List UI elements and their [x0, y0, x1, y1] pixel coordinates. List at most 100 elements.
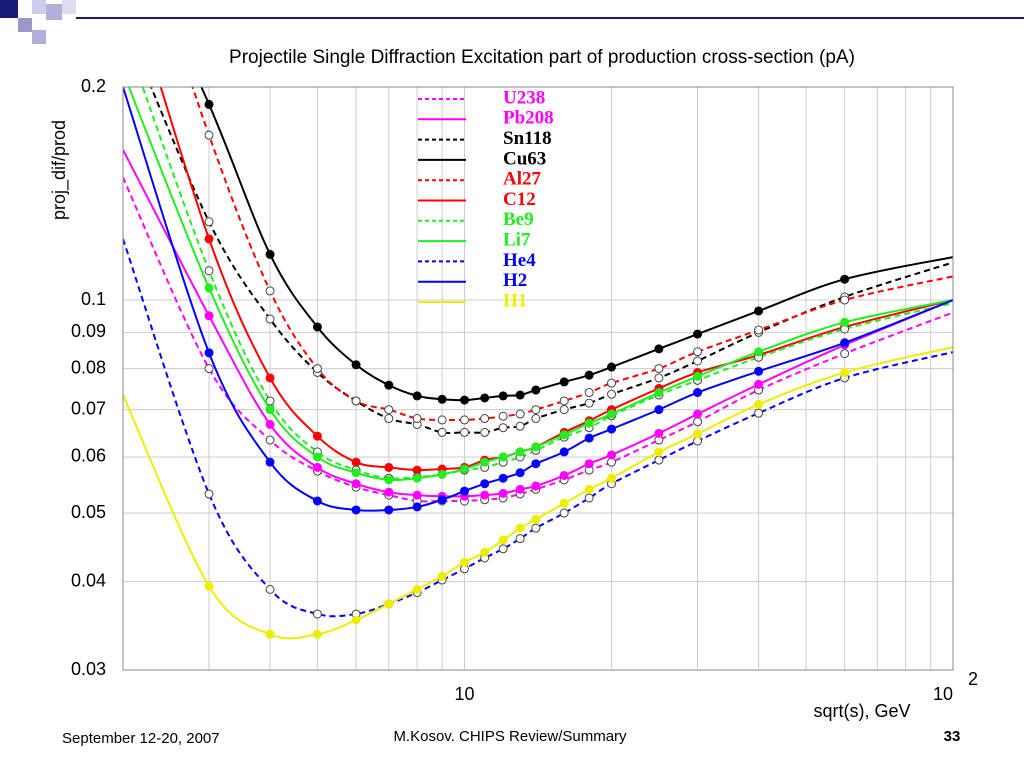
- data-point: [754, 379, 764, 389]
- decor-square: [32, 0, 46, 14]
- data-point: [584, 433, 594, 443]
- data-point: [384, 414, 394, 424]
- x-tick-exponent: 2: [968, 669, 978, 689]
- data-point: [607, 362, 617, 372]
- data-point: [351, 505, 361, 515]
- data-point: [840, 274, 850, 284]
- data-point: [607, 378, 617, 388]
- data-point: [515, 447, 525, 457]
- decor-square: [0, 0, 18, 18]
- y-tick-label: 0.04: [71, 570, 106, 590]
- data-point: [384, 505, 394, 515]
- data-point: [584, 398, 594, 408]
- data-point: [265, 405, 275, 415]
- footer-author: M.Kosov. CHIPS Review/Summary: [393, 728, 627, 745]
- legend-label: H1: [503, 290, 527, 311]
- x-tick-label: 10: [454, 684, 474, 704]
- data-point: [654, 447, 664, 457]
- x-axis-label: sqrt(s), GeV: [813, 701, 910, 721]
- data-point: [654, 455, 664, 465]
- data-point: [693, 347, 703, 357]
- legend-label: U238: [503, 87, 545, 108]
- plot-frame: [122, 86, 954, 671]
- legend-label: Al27: [503, 169, 542, 190]
- data-point: [531, 414, 541, 424]
- data-point: [693, 329, 703, 339]
- data-point: [515, 534, 525, 544]
- data-point: [531, 459, 541, 469]
- data-point: [498, 488, 508, 498]
- data-point: [693, 356, 703, 366]
- data-point: [204, 364, 214, 374]
- data-point: [498, 391, 508, 401]
- data-point: [204, 266, 214, 276]
- data-point: [480, 479, 490, 489]
- chart-title: Projectile Single Diffraction Excitation…: [229, 47, 855, 68]
- data-point: [607, 450, 617, 460]
- y-tick-label: 0.06: [71, 446, 106, 466]
- legend-label: Li7: [503, 229, 531, 250]
- data-point: [584, 388, 594, 398]
- data-point: [840, 295, 850, 305]
- data-point: [312, 322, 322, 332]
- data-point: [531, 442, 541, 452]
- data-point: [412, 473, 422, 483]
- data-point: [312, 431, 322, 441]
- data-point: [384, 462, 394, 472]
- data-point: [412, 584, 422, 594]
- data-point: [480, 547, 490, 557]
- data-point: [412, 391, 422, 401]
- decor-square: [18, 18, 32, 32]
- data-point: [351, 396, 361, 406]
- data-point: [515, 390, 525, 400]
- data-point: [459, 427, 469, 437]
- data-point: [265, 249, 275, 259]
- data-point: [412, 490, 422, 500]
- data-point: [840, 367, 850, 377]
- data-point: [459, 486, 469, 496]
- data-point: [607, 409, 617, 419]
- series-line: [123, 238, 953, 618]
- data-point: [584, 493, 594, 503]
- data-point: [584, 484, 594, 494]
- data-point: [204, 234, 214, 244]
- data-point: [204, 130, 214, 140]
- legend-label: H2: [503, 270, 527, 291]
- legend-label: C12: [503, 189, 536, 210]
- data-point: [265, 457, 275, 467]
- data-point: [498, 452, 508, 462]
- data-point: [515, 523, 525, 533]
- data-point: [384, 599, 394, 609]
- data-point: [754, 399, 764, 409]
- data-point: [312, 629, 322, 639]
- legend-label: Sn118: [503, 128, 552, 149]
- series-line: [191, 87, 953, 422]
- data-point: [384, 380, 394, 390]
- data-point: [437, 571, 447, 581]
- data-point: [498, 423, 508, 433]
- data-point: [584, 418, 594, 428]
- decor-square: [46, 4, 62, 20]
- data-point: [515, 468, 525, 478]
- data-point: [312, 496, 322, 506]
- data-point: [498, 473, 508, 483]
- data-point: [480, 427, 490, 437]
- data-point: [204, 99, 214, 109]
- data-point: [412, 414, 422, 424]
- plot-area: [123, 87, 953, 640]
- data-point: [607, 424, 617, 434]
- data-point: [531, 405, 541, 415]
- data-point: [312, 609, 322, 619]
- y-tick-label: 0.09: [71, 321, 106, 341]
- data-point: [312, 462, 322, 472]
- data-point: [498, 411, 508, 421]
- data-point: [654, 405, 664, 415]
- data-point: [498, 535, 508, 545]
- data-point: [654, 388, 664, 398]
- data-point: [437, 394, 447, 404]
- data-point: [437, 495, 447, 505]
- y-tick-label: 0.08: [71, 357, 106, 377]
- data-point: [204, 217, 214, 227]
